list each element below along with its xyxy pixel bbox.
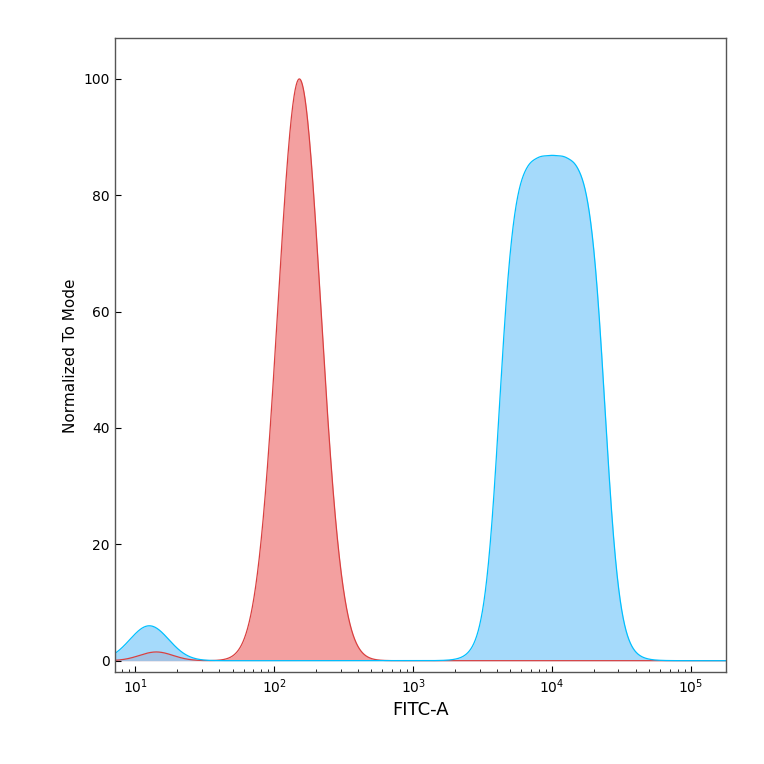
Y-axis label: Normalized To Mode: Normalized To Mode: [63, 278, 78, 432]
X-axis label: FITC-A: FITC-A: [392, 701, 448, 720]
